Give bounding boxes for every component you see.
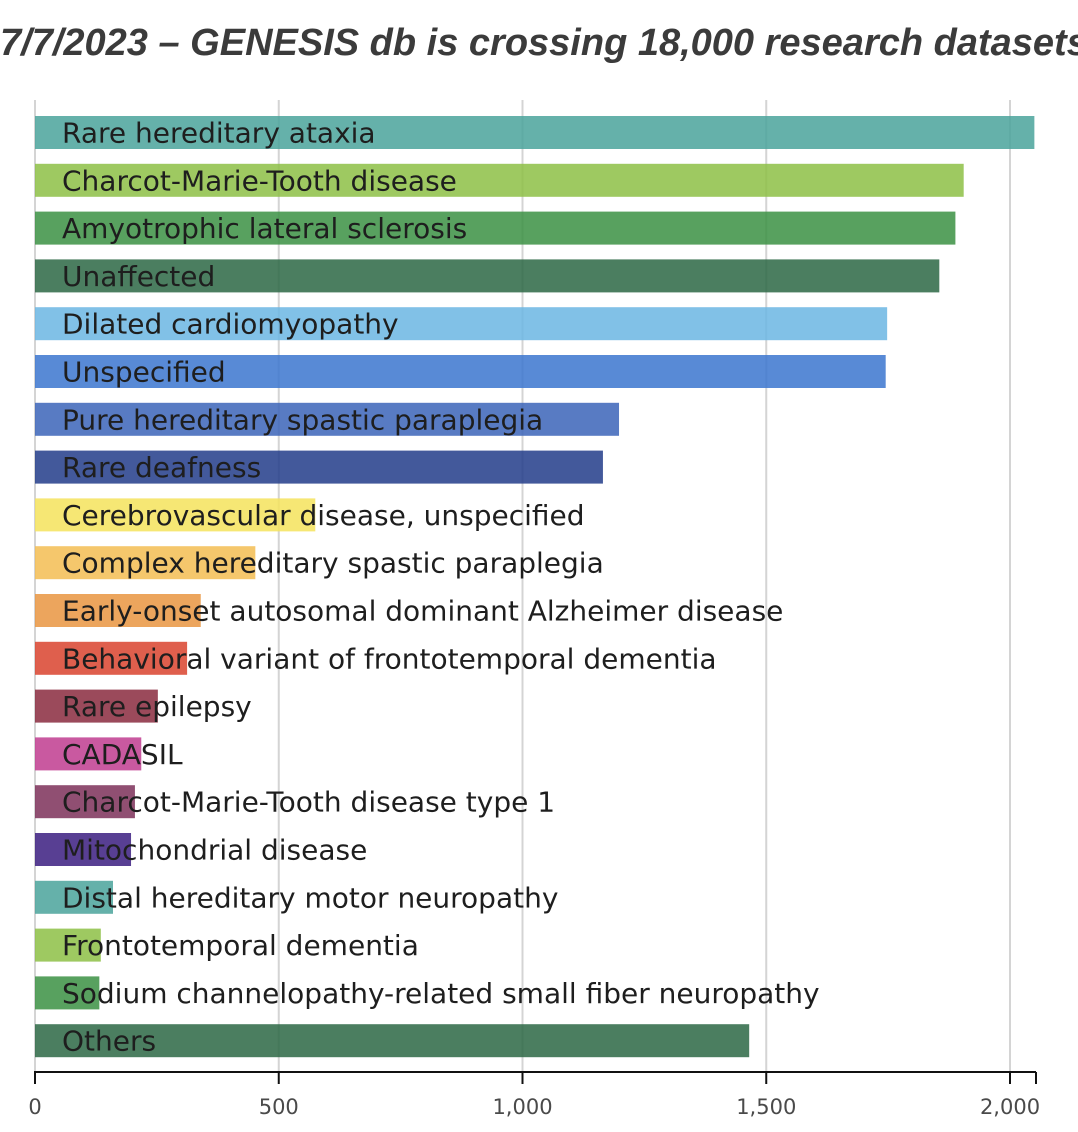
bar-labels: Rare hereditary ataxia Charcot-Marie-Toot… xyxy=(62,117,820,1058)
bar-14 xyxy=(35,737,142,771)
bar-label-13: Rare epilepsy xyxy=(62,690,252,723)
bar-3 xyxy=(35,211,956,245)
bar-7 xyxy=(35,402,620,436)
tick-label-2,000: 2,000 xyxy=(980,1095,1040,1119)
bar-1 xyxy=(35,116,1035,149)
bar-label-3: Amyotrophic lateral sclerosis xyxy=(62,212,467,245)
bar-18 xyxy=(35,928,101,962)
tick-label-0: 0 xyxy=(28,1095,41,1119)
bar-label-4: Unaffected xyxy=(62,260,215,293)
bar-label-1: Rare hereditary ataxia xyxy=(62,117,376,150)
bar-11 xyxy=(35,594,201,627)
bar-label-9: Cerebrovascular disease, unspecified xyxy=(62,499,585,532)
bar-label-17: Distal hereditary motor neuropathy xyxy=(62,881,558,914)
bar-16 xyxy=(35,833,132,866)
bar-label-5: Dilated cardiomyopathy xyxy=(62,308,399,341)
bar-10 xyxy=(35,546,256,580)
bar-12 xyxy=(35,641,188,675)
grid-lines xyxy=(34,100,1011,1072)
bar-label-2: Charcot-Marie-Tooth disease xyxy=(62,164,457,197)
bar-label-10: Complex hereditary spastic paraplegia xyxy=(62,547,604,580)
bar-4 xyxy=(35,259,940,293)
bar-label-6: Unspecified xyxy=(62,356,226,389)
x-axis: 0 500 1,000 1,500 2,000 xyxy=(28,1071,1040,1119)
bar-19 xyxy=(35,976,100,1010)
bar-label-12: Behavioral variant of frontotemporal dem… xyxy=(62,642,717,675)
bar-17 xyxy=(35,880,113,914)
bar-20 xyxy=(35,1024,750,1058)
bar-label-16: Mitochondrial disease xyxy=(62,834,367,867)
bars xyxy=(35,116,1035,1058)
bar-label-7: Pure hereditary spastic paraplegia xyxy=(62,403,543,436)
bar-label-20: Others xyxy=(62,1025,156,1058)
bar-13 xyxy=(35,689,158,723)
bar-5 xyxy=(35,307,888,341)
bar-label-19: Sodium channelopathy-related small fiber… xyxy=(62,977,820,1010)
bar-label-15: Charcot-Marie-Tooth disease type 1 xyxy=(62,786,555,819)
bar-label-18: Frontotemporal dementia xyxy=(62,929,419,962)
chart-title: 7/7/2023 – GENESIS db is crossing 18,000… xyxy=(0,22,1078,64)
tick-label-500: 500 xyxy=(259,1095,299,1119)
bar-label-8: Rare deafness xyxy=(62,451,261,484)
bar-8 xyxy=(35,450,603,484)
bar-label-14: CADASIL xyxy=(62,738,183,771)
bar-6 xyxy=(35,355,886,388)
tick-label-1,000: 1,000 xyxy=(492,1095,552,1119)
bar-9 xyxy=(35,498,316,532)
bar-2 xyxy=(35,163,964,197)
bar-15 xyxy=(35,785,135,819)
bar-label-11: Early-onset autosomal dominant Alzheimer… xyxy=(62,595,783,628)
tick-label-1,500: 1,500 xyxy=(736,1095,796,1119)
